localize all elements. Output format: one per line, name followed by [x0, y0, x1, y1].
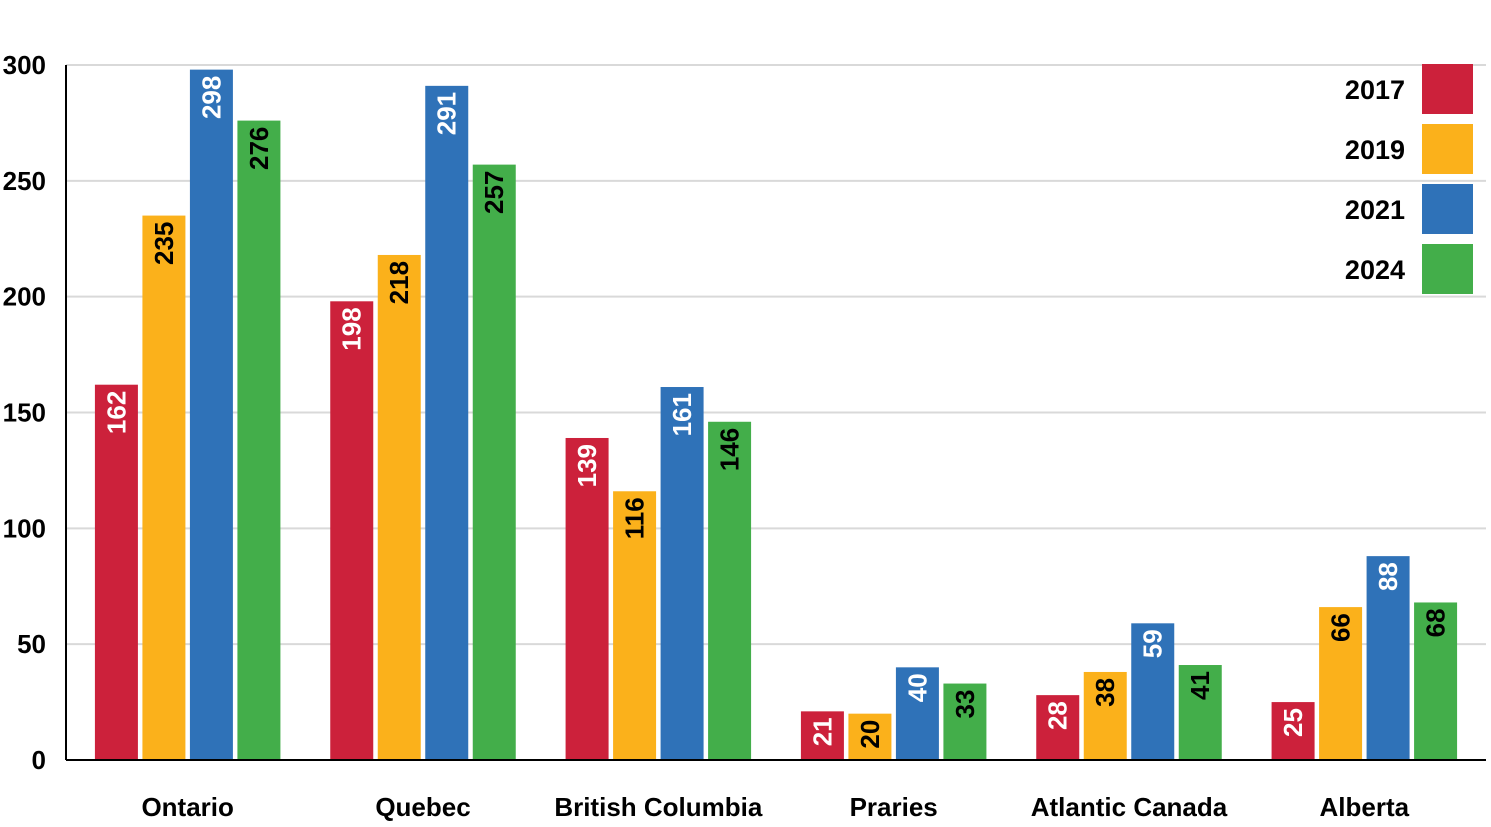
data-label: 276: [244, 127, 274, 170]
legend: 2017 2019 2021 2024: [1345, 64, 1473, 294]
bar-2019-british-columbia: [613, 491, 657, 760]
bar-2024-ontario: [237, 120, 281, 761]
data-label: 218: [384, 261, 414, 304]
data-label: 68: [1421, 608, 1451, 637]
bar-2024-alberta: [1414, 602, 1458, 760]
data-label: 162: [101, 391, 131, 434]
bar-2021-quebec: [425, 85, 469, 761]
y-tick-label: 0: [32, 745, 46, 775]
y-tick-label: 300: [3, 50, 46, 80]
data-label: 66: [1326, 613, 1356, 642]
x-category-label: Atlantic Canada: [1031, 792, 1228, 822]
bar-2019-atlantic-canada: [1083, 671, 1127, 760]
y-tick-label: 50: [17, 629, 46, 659]
data-label: 235: [149, 222, 179, 265]
legend-swatch-2017: [1422, 64, 1473, 114]
data-label: 28: [1043, 701, 1073, 730]
x-category-label: Praries: [850, 792, 938, 822]
y-tick-label: 150: [3, 398, 46, 428]
bar-2019-alberta: [1319, 607, 1363, 760]
axes: [65, 65, 1486, 761]
bar-2019-quebec: [377, 254, 421, 760]
gridlines: [66, 64, 1486, 646]
legend-swatch-2019: [1422, 124, 1473, 174]
x-category-label: British Columbia: [554, 792, 763, 822]
legend-label: 2017: [1345, 75, 1405, 105]
x-category-label: Ontario: [141, 792, 233, 822]
x-category-label: Quebec: [375, 792, 470, 822]
data-label: 40: [902, 673, 932, 702]
bar-2021-ontario: [189, 69, 233, 761]
y-axis-ticks: 0 50 100 150 200 250 300: [3, 50, 46, 775]
y-tick-label: 200: [3, 282, 46, 312]
data-label: 41: [1185, 671, 1215, 700]
y-tick-label: 250: [3, 166, 46, 196]
x-category-label: Alberta: [1320, 792, 1410, 822]
data-labels: 162 235 298 276 198 218 291 257 139 116 161 146 21 20…: [101, 76, 1450, 749]
data-label: 59: [1138, 629, 1168, 658]
data-label: 20: [855, 720, 885, 749]
bar-2019-praries: [848, 713, 892, 760]
data-label: 25: [1278, 708, 1308, 737]
data-label: 33: [950, 690, 980, 719]
bar-2024-british-columbia: [708, 421, 752, 760]
data-label: 298: [196, 76, 226, 119]
bar-2021-alberta: [1366, 556, 1410, 760]
bar-2017-quebec: [330, 301, 374, 760]
data-label: 257: [479, 171, 509, 214]
legend-label: 2021: [1345, 195, 1405, 225]
bar-2024-atlantic-canada: [1178, 665, 1222, 760]
data-label: 38: [1090, 678, 1120, 707]
data-label: 139: [572, 444, 602, 487]
bar-2024-praries: [943, 683, 987, 760]
legend-label: 2019: [1345, 135, 1405, 165]
y-tick-label: 100: [3, 513, 46, 543]
bar-2024-quebec: [472, 164, 516, 760]
data-label: 198: [337, 307, 367, 350]
legend-swatch-2024: [1422, 244, 1473, 294]
bar-2017-british-columbia: [565, 437, 609, 760]
data-label: 21: [807, 717, 837, 746]
data-label: 88: [1373, 562, 1403, 591]
data-label: 116: [620, 497, 650, 539]
bar-2017-praries: [800, 711, 844, 760]
bar-2017-alberta: [1271, 702, 1315, 760]
data-label: 291: [432, 92, 462, 135]
legend-swatch-2021: [1422, 184, 1473, 234]
bar-2021-praries: [895, 667, 939, 760]
bar-2017-ontario: [94, 384, 138, 760]
x-axis-categories: Ontario Quebec British Columbia Praries Atla…: [141, 792, 1409, 822]
bar-2017-atlantic-canada: [1036, 695, 1080, 760]
bar-2021-british-columbia: [660, 387, 704, 760]
data-label: 146: [715, 428, 745, 471]
data-label: 161: [667, 393, 697, 436]
legend-label: 2024: [1345, 255, 1405, 285]
bar-2019-ontario: [142, 215, 186, 761]
bar-2021-atlantic-canada: [1131, 623, 1175, 760]
bars: [94, 69, 1458, 761]
